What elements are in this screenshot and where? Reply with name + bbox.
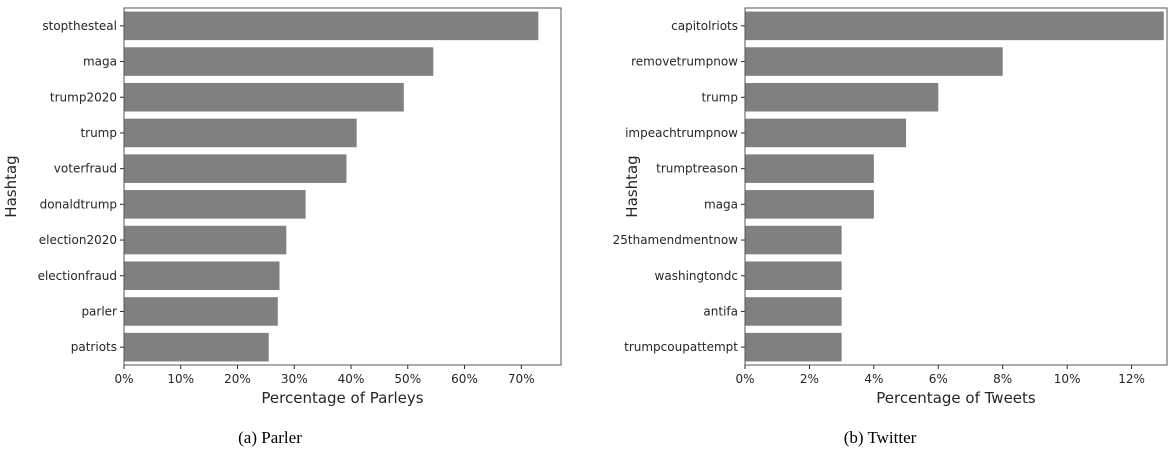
chart-1-plot-frame bbox=[123, 7, 562, 366]
chart-1-x-tick-label: 60% bbox=[451, 372, 478, 386]
chart-2-y-tick-label: maga bbox=[704, 197, 738, 211]
chart-1-x-tick-label: 20% bbox=[224, 372, 251, 386]
chart-2-bar-washingtondc bbox=[745, 261, 842, 291]
chart-2-bar-25thamendmentnow bbox=[745, 225, 842, 255]
chart-1-bar-donaldtrump bbox=[124, 190, 306, 219]
chart-1-caption: (a) Parler bbox=[238, 428, 302, 447]
chart-2-y-tick-label: removetrumpnow bbox=[631, 55, 738, 69]
chart-2-y-tick-label: trump bbox=[701, 90, 738, 104]
chart-1-x-tick-label: 70% bbox=[508, 372, 535, 386]
chart-2-bar-capitolriots bbox=[745, 11, 1164, 41]
chart-2-bar-maga bbox=[745, 190, 874, 219]
chart-1-y-tick-label: stopthesteal bbox=[42, 19, 117, 33]
chart-1-x-axis-label: Percentage of Parleys bbox=[261, 389, 423, 407]
chart-1-bar-maga bbox=[124, 47, 434, 76]
chart-2-x-tick-label: 0% bbox=[735, 372, 754, 386]
chart-2-bar-trumptreason bbox=[745, 154, 874, 183]
chart-2-bar-trump bbox=[745, 82, 939, 112]
chart-2-x-tick-label: 2% bbox=[800, 372, 819, 386]
chart-2-y-tick-label: impeachtrumpnow bbox=[625, 126, 738, 140]
chart-1-y-tick-label: parler bbox=[81, 304, 117, 318]
chart-2-y-tick-label: antifa bbox=[703, 304, 738, 318]
chart-1-bar-voterfraud bbox=[124, 154, 347, 183]
chart-2-x-tick-label: 8% bbox=[993, 372, 1012, 386]
chart-1-y-tick-label: election2020 bbox=[39, 233, 117, 247]
chart-2-y-axis-label: Hashtag bbox=[623, 155, 641, 217]
chart-2-y-tick-label: washingtondc bbox=[655, 269, 738, 283]
chart-1-bar-trump bbox=[124, 118, 357, 148]
chart-2-plot-frame bbox=[744, 7, 1168, 366]
chart-1-x-tick-label: 0% bbox=[114, 372, 133, 386]
chart-1-bar-patriots bbox=[124, 332, 269, 362]
chart-2-x-axis-label: Percentage of Tweets bbox=[876, 389, 1036, 407]
chart-1-bar-electionfraud bbox=[124, 261, 280, 291]
chart-2-x-tick-label: 6% bbox=[929, 372, 948, 386]
chart-1-bar-election2020 bbox=[124, 225, 287, 255]
chart-2-bar-trumpcoupattempt bbox=[745, 332, 842, 362]
chart-1-bar-parler bbox=[124, 297, 278, 326]
chart-2-bar-removetrumpnow bbox=[745, 47, 1003, 76]
chart-1-y-tick-label: trump2020 bbox=[50, 90, 117, 104]
chart-2-bar-antifa bbox=[745, 297, 842, 326]
chart-1-y-tick-label: maga bbox=[83, 55, 117, 69]
chart-2-x-tick-label: 4% bbox=[864, 372, 883, 386]
chart-2-y-tick-label: 25thamendmentnow bbox=[613, 233, 739, 247]
chart-2-x-tick-label: 12% bbox=[1118, 372, 1145, 386]
chart-1-y-tick-label: voterfraud bbox=[54, 162, 117, 176]
chart-2-bar-impeachtrumpnow bbox=[745, 118, 907, 148]
chart-2-caption: (b) Twitter bbox=[844, 428, 917, 447]
chart-1-y-tick-label: electionfraud bbox=[38, 269, 117, 283]
chart-1-x-tick-label: 50% bbox=[394, 372, 421, 386]
chart-1-y-tick-label: donaldtrump bbox=[40, 197, 117, 211]
chart-1-x-tick-label: 40% bbox=[338, 372, 365, 386]
chart-1-y-tick-label: patriots bbox=[71, 340, 117, 354]
chart-1-y-tick-label: trump bbox=[80, 126, 117, 140]
chart-1-x-tick-label: 10% bbox=[167, 372, 194, 386]
chart-2-x-tick-label: 10% bbox=[1054, 372, 1081, 386]
chart-2-y-tick-label: capitolriots bbox=[671, 19, 738, 33]
chart-1-bar-stopthesteal bbox=[124, 11, 539, 41]
chart-1-bar-trump2020 bbox=[124, 82, 404, 112]
chart-1-x-tick-label: 30% bbox=[281, 372, 308, 386]
chart-2-y-tick-label: trumpcoupattempt bbox=[624, 340, 738, 354]
chart-2-y-tick-label: trumptreason bbox=[656, 162, 738, 176]
chart-1-y-axis-label: Hashtag bbox=[2, 155, 20, 217]
